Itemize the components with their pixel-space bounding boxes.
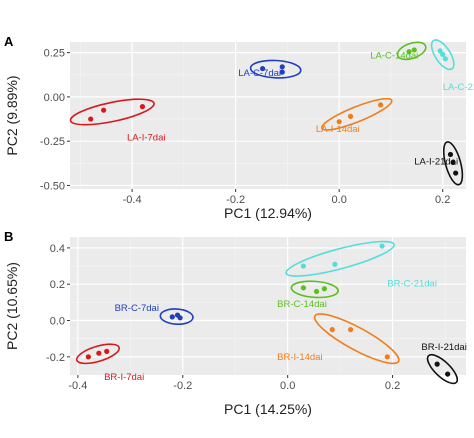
panel-a-la-i-21dai-point — [453, 170, 459, 176]
panel-b-br-i-14dai-label: BR-I-14dai — [277, 352, 322, 363]
panel-a-la-i-7dai-point — [88, 116, 94, 122]
panel-b-br-c-14dai-label: BR-C-14dai — [277, 299, 327, 310]
panel-a-x-tick-label: 0.2 — [435, 194, 450, 206]
panel-a-ticks: -0.4 -0.2 0.0 0.2 -0.50 -0.25 0.00 0.25 — [40, 48, 450, 206]
panel-b-br-c-21dai-label: BR-C-21dai — [387, 278, 437, 289]
panel-a-la-c-7dai-point — [279, 64, 285, 70]
panel-b-x-tick-label: -0.2 — [173, 380, 192, 392]
panel-a-la-c-21dai-label: LA-C-21dai — [443, 82, 474, 93]
panel-b-br-c-14dai-ellipse — [290, 280, 339, 299]
panel-b-y-tick-label: 0.2 — [50, 279, 65, 291]
panel-b-br-i-14dai-point — [384, 354, 390, 360]
panel-a-y-tick-label: -0.50 — [40, 180, 65, 192]
panel-b-marks: BR-C-21dai BR-C-14dai BR-C-7dai BR-I-7dai BR… — [75, 240, 467, 385]
panel-a-la-i-14dai-point — [377, 102, 384, 108]
panel-a-la-i-21dai-label: LA-I-21dai — [414, 157, 458, 168]
panel-a-la-i-7dai-point — [139, 104, 146, 110]
panel-a-la-i-21dai-point — [450, 159, 456, 166]
panel-b-y-tick-label: -0.2 — [46, 352, 65, 364]
panel-a: A LA-I-7dai LA-C-7dai LA-I-14dai LA-C-14dai… — [4, 34, 474, 221]
panel-a-la-c-14dai-label: LA-C-14dai — [370, 50, 418, 61]
panel-b-br-i-21dai-label: BR-I-21dai — [421, 342, 466, 353]
panel-a-la-i-7dai-point — [101, 107, 107, 113]
panel-a-la-i-7dai-label: LA-I-7dai — [127, 133, 166, 144]
panel-a-marks: LA-I-7dai LA-C-7dai LA-I-14dai LA-C-14dai LA… — [69, 39, 474, 186]
panel-a-la-c-14dai-point — [406, 49, 412, 55]
panel-b-y-axis-title: PC2 (10.65%) — [4, 262, 20, 350]
panel-b-br-i-14dai-point — [348, 327, 354, 333]
panel-a-la-i-14dai-label: LA-I-14dai — [316, 124, 360, 135]
panel-b-br-c-7dai-point — [169, 314, 175, 320]
panel-b-br-i-7dai-point — [96, 350, 102, 356]
panel-a-x-tick-label: -0.2 — [226, 194, 245, 206]
panel-b-ticks: -0.4 -0.2 0.0 0.2 -0.2 0.0 0.2 0.4 — [46, 243, 400, 392]
panel-a-x-axis-title: PC1 (12.94%) — [224, 205, 312, 221]
panel-a-la-c-21dai-point — [442, 56, 448, 62]
panel-a-la-c-7dai-point — [279, 69, 285, 75]
panel-a-x-tick-label: -0.4 — [123, 194, 142, 206]
panel-b-br-i-7dai-ellipse — [75, 343, 121, 365]
panel-a-la-c-21dai-ellipse — [430, 39, 455, 71]
panel-b-label: B — [4, 229, 13, 244]
panel-b-y-tick-label: 0.4 — [50, 243, 65, 255]
panel-a-y-axis-title: PC2 (9.89%) — [4, 75, 20, 155]
panel-a-label: A — [4, 34, 14, 49]
panel-b-br-c-14dai-point — [300, 285, 307, 291]
panel-b-y-tick-label: 0.0 — [50, 316, 65, 328]
panel-a-la-c-7dai-ellipse — [249, 59, 302, 79]
panel-b-br-c-14dai-point — [321, 286, 327, 292]
panel-a-la-c-21dai-point — [440, 51, 446, 57]
panel-b: B BR-C-21dai BR-C-14dai BR-C-7dai BR-I-7dai… — [4, 229, 467, 417]
panel-b-x-axis-title: PC1 (14.25%) — [224, 401, 312, 417]
panel-a-la-c-14dai-ellipse — [396, 41, 427, 61]
panel-b-br-c-21dai-point — [300, 263, 307, 269]
panel-a-la-c-7dai-label: LA-C-7dai — [238, 68, 281, 79]
panel-b-x-tick-label: 0.2 — [385, 380, 400, 392]
panel-a-la-c-7dai-point — [259, 65, 266, 72]
panel-a-la-i-14dai-ellipse — [320, 97, 393, 131]
panel-b-br-c-7dai-point — [177, 315, 183, 321]
panel-a-plot-area — [70, 42, 466, 189]
panel-a-y-tick-label: -0.25 — [40, 136, 65, 148]
panel-a-la-i-7dai-ellipse — [69, 98, 155, 126]
panel-a-x-tick-label: 0.0 — [332, 194, 347, 206]
panel-b-br-i-14dai-ellipse — [313, 313, 400, 365]
panel-b-br-i-7dai-point — [85, 354, 91, 360]
panel-a-la-i-21dai-ellipse — [442, 141, 464, 186]
panel-b-br-c-14dai-point — [313, 288, 320, 295]
panel-a-la-i-14dai-point — [336, 119, 342, 125]
panel-b-br-c-21dai-point — [379, 243, 385, 249]
panel-b-plot-area — [70, 237, 466, 375]
panel-b-x-tick-label: -0.4 — [68, 380, 87, 392]
panel-b-x-tick-label: 0.0 — [280, 380, 295, 392]
panel-b-br-i-21dai-ellipse — [426, 353, 459, 385]
panel-a-la-i-14dai-point — [347, 113, 354, 119]
panel-a-la-c-14dai-point — [411, 47, 417, 53]
panel-b-br-i-21dai-point — [434, 361, 440, 367]
panel-b-br-c-21dai-ellipse — [285, 240, 395, 277]
panel-a-y-tick-label: 0.00 — [44, 92, 65, 104]
panel-b-br-c-21dai-point — [332, 261, 338, 267]
panel-b-br-c-7dai-label: BR-C-7dai — [115, 303, 159, 314]
panel-b-grid — [70, 237, 466, 375]
panel-b-br-i-14dai-point — [329, 327, 335, 333]
panel-a-y-tick-label: 0.25 — [44, 48, 65, 60]
panel-b-br-c-7dai-ellipse — [159, 308, 194, 325]
panel-a-la-i-21dai-point — [447, 151, 454, 158]
panel-b-br-i-7dai-label: BR-I-7dai — [104, 372, 144, 383]
panel-b-br-i-7dai-point — [104, 348, 110, 354]
panel-b-br-i-21dai-point — [445, 371, 451, 377]
